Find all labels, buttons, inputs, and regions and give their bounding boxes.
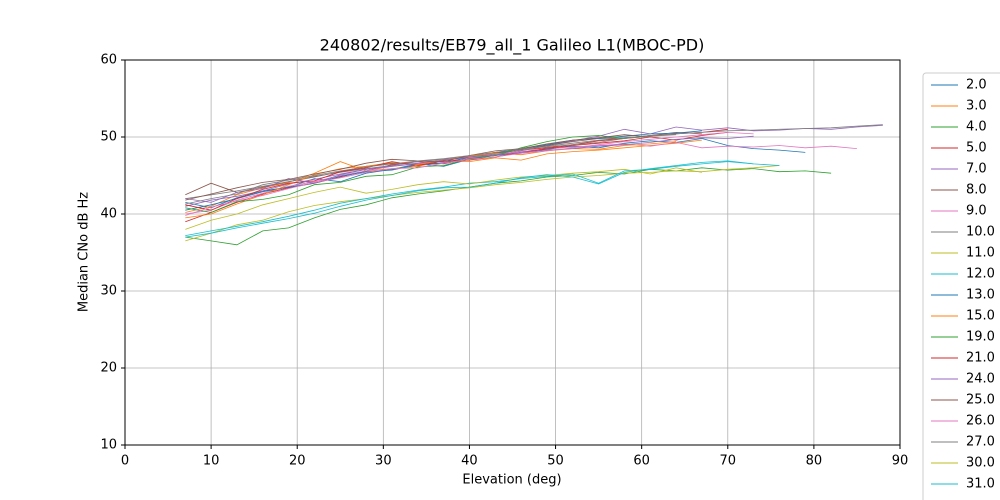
- series-line: [185, 141, 677, 219]
- lines: [185, 124, 883, 246]
- series-line: [185, 165, 780, 242]
- legend: 2.0 3.0 4.0 5.0 7.0 8.0 9.0 10.0 11.0 12.0 13.0 15.…: [922, 72, 1000, 500]
- legend-label: 9.0: [966, 204, 987, 219]
- x-tick-label: 90: [892, 454, 909, 469]
- x-tick-label: 70: [720, 454, 737, 469]
- legend-label: 13.0: [966, 288, 995, 303]
- y-tick-label: 10: [100, 438, 117, 453]
- plot-frame: [124, 59, 901, 446]
- x-tick-label: 60: [633, 454, 650, 469]
- legend-label: 3.0: [966, 99, 987, 114]
- legend-label: 27.0: [966, 435, 995, 450]
- series-line: [185, 132, 728, 211]
- legend-label: 11.0: [966, 246, 995, 261]
- x-tick-label: 80: [806, 454, 823, 469]
- legend-label: 15.0: [966, 309, 995, 324]
- y-tick-label: 20: [100, 361, 117, 376]
- legend-label: 4.0: [966, 120, 987, 135]
- series-line: [185, 134, 677, 205]
- legend-label: 19.0: [966, 330, 995, 345]
- legend-label: 7.0: [966, 162, 987, 177]
- legend-label: 21.0: [966, 351, 995, 366]
- x-tick-label: 0: [121, 454, 129, 469]
- legend-label: 5.0: [966, 141, 987, 156]
- legend-label: 31.0: [966, 477, 995, 492]
- x-tick-label: 30: [375, 454, 392, 469]
- series-line: [185, 141, 857, 215]
- legend-label: 25.0: [966, 393, 995, 408]
- series-line: [185, 167, 702, 230]
- chart-title: 240802/results/EB79_all_1 Galileo L1(MBO…: [320, 36, 705, 56]
- series-line: [185, 135, 651, 213]
- legend-box: [922, 72, 1000, 500]
- series-line: [185, 160, 754, 238]
- y-axis-label: Median CNo dB Hz: [77, 192, 92, 312]
- legend-label: 24.0: [966, 372, 995, 387]
- x-axis-label: Elevation (deg): [462, 473, 561, 488]
- x-tick-label: 10: [203, 454, 220, 469]
- x-tick-label: 50: [547, 454, 564, 469]
- legend-label: 10.0: [966, 225, 995, 240]
- y-tick-label: 50: [100, 130, 117, 145]
- legend-label: 30.0: [966, 456, 995, 471]
- y-tick-label: 40: [100, 207, 117, 222]
- y-tick-label: 30: [100, 284, 117, 299]
- x-tick-label: 40: [461, 454, 478, 469]
- legend-label: 8.0: [966, 183, 987, 198]
- series-line: [185, 131, 754, 216]
- x-tick-label: 20: [289, 454, 306, 469]
- y-tick-label: 60: [100, 53, 117, 68]
- legend-label: 2.0: [966, 78, 987, 93]
- legend-label: 12.0: [966, 267, 995, 282]
- legend-label: 26.0: [966, 414, 995, 429]
